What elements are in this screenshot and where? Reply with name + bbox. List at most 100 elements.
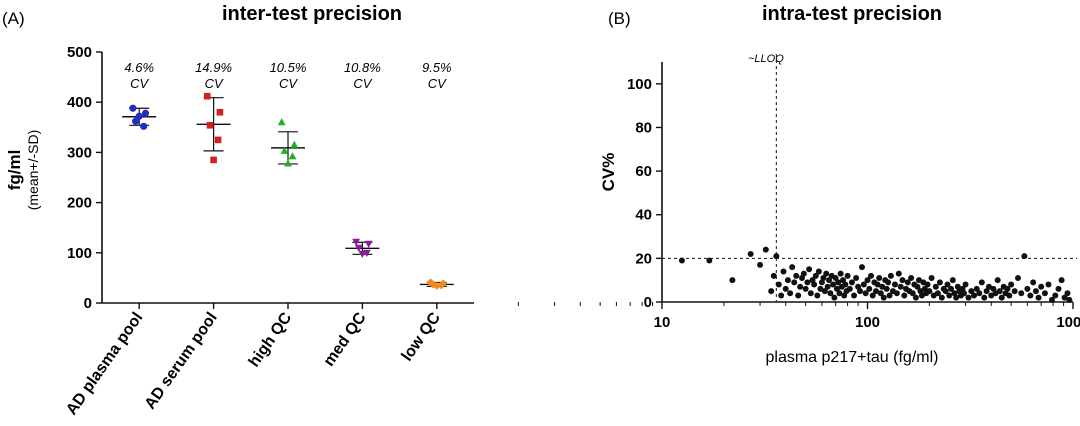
chart-b-data-point — [830, 281, 837, 288]
chart-a-category-label: low QC — [399, 309, 445, 364]
lloq-annotation: ~LLOQ — [748, 53, 784, 65]
chart-b-data-point — [1035, 294, 1042, 301]
chart-b-data-point — [729, 277, 736, 284]
chart-b-data-point — [1038, 283, 1045, 290]
chart-b-data-point — [1045, 281, 1052, 288]
chart-a-axes: 0 100 200 300 400 500 — [67, 44, 474, 312]
chart-b-data-point — [797, 283, 804, 290]
chart-b-data-point — [949, 277, 956, 284]
chart-b-data-point — [821, 288, 828, 295]
chart-b-data-point — [994, 277, 1001, 284]
chart-b-data-point — [885, 279, 892, 286]
chart-b-ytick-label: 0 — [644, 294, 652, 311]
chart-a-data-point — [290, 140, 299, 148]
chart-b-data-point — [747, 251, 754, 257]
chart-a-data-point — [204, 92, 211, 100]
chart-b-data-point — [787, 290, 794, 297]
chart-a-error-bars — [122, 97, 454, 288]
chart-b-data-point — [1052, 292, 1059, 299]
chart-b-data-point — [820, 275, 827, 281]
chart-b-data-point — [827, 290, 834, 297]
chart-b-data-point — [1011, 288, 1018, 295]
chart-b-data-point — [909, 290, 916, 297]
chart-b-data-point — [795, 292, 802, 299]
chart-b-data-point — [1055, 285, 1062, 292]
chart-a-category-label: AD plasma pool — [63, 310, 146, 419]
chart-b-xlabel: plasma p217+tau (fg/ml) — [766, 349, 939, 366]
chart-a-ytick-label: 300 — [67, 144, 92, 161]
chart-b-data-point — [971, 292, 978, 299]
chart-b-data-point — [869, 292, 876, 299]
chart-b-data-point — [1008, 281, 1015, 288]
chart-a-ytick-label: 500 — [67, 44, 92, 61]
chart-a-data-point — [214, 136, 222, 144]
chart-b-data-point — [844, 272, 851, 279]
chart-b-data-point — [961, 290, 968, 297]
chart-a-ytick-label: 100 — [67, 245, 92, 262]
chart-b-data-point — [985, 283, 992, 290]
chart-a-data-point — [364, 240, 373, 248]
chart-b-data-point — [837, 270, 844, 277]
chart-b-data-point — [996, 288, 1003, 295]
chart-b-data-point — [926, 288, 933, 295]
chart-b-data-point — [836, 290, 843, 297]
chart-b-reference-lines — [662, 54, 1077, 302]
chart-b-data-point — [946, 292, 953, 299]
chart-a-data-point — [210, 156, 217, 164]
chart-b-data-point — [936, 279, 943, 286]
chart-b-data-point — [762, 246, 769, 253]
chart-b-data-point — [944, 281, 951, 288]
chart-b-data-point — [948, 285, 955, 292]
chart-b-data-point — [877, 290, 884, 297]
chart-a-data-point — [129, 104, 137, 112]
chart-b-data-point — [806, 266, 813, 273]
chart-b-ytick-label: 100 — [627, 76, 652, 93]
chart-b-data-point — [868, 272, 875, 279]
chart-a-data-point — [141, 109, 150, 117]
chart-b-data-point — [706, 257, 713, 264]
chart-b-data-point — [807, 290, 814, 297]
chart-b-data-point — [962, 281, 969, 288]
chart-a-cv-value: 10.5% — [270, 60, 307, 75]
chart-b-data-point — [770, 272, 777, 279]
chart-b-title: intra-test precision — [762, 3, 942, 25]
chart-a-data-point — [132, 117, 140, 125]
chart-b-data-point — [904, 279, 911, 286]
chart-b-data-point — [953, 294, 960, 301]
chart-a-cv-unit: CV — [130, 76, 149, 91]
chart-a-data-point — [135, 112, 143, 120]
chart-b-data-point — [817, 285, 824, 292]
chart-b-data-point — [1066, 296, 1073, 303]
chart-b-data-point — [1021, 253, 1028, 260]
chart-b-data-point — [815, 268, 822, 275]
chart-b-data-point — [1018, 290, 1025, 297]
chart-b-data-point — [814, 292, 821, 299]
chart-b-data-point — [942, 288, 949, 295]
chart-b-data-point — [968, 288, 975, 295]
chart-b-ytick-label: 80 — [635, 119, 652, 136]
chart-b-ytick-label: 60 — [635, 163, 652, 180]
chart-b-data-point — [1006, 292, 1013, 299]
chart-b-data-point — [832, 275, 839, 281]
chart-b-points — [678, 246, 1073, 303]
chart-a-data-point — [354, 244, 363, 252]
chart-b-data-point — [973, 285, 980, 292]
chart-a-data-point — [432, 281, 441, 290]
chart-a-cv-unit: CV — [353, 76, 372, 91]
chart-b-data-point — [678, 257, 685, 264]
chart-a-data-point — [140, 122, 148, 130]
chart-b-data-point — [853, 275, 860, 281]
chart-b-data-point — [873, 288, 880, 295]
chart-a-ytick-label: 200 — [67, 195, 92, 212]
chart-a-data-point — [280, 146, 289, 154]
chart-b-data-point — [924, 281, 931, 288]
chart-b-data-point — [891, 281, 898, 288]
chart-b-data-point — [773, 253, 780, 260]
chart-a-cv-unit: CV — [279, 76, 298, 91]
intra-test-precision-chart: intra-test precision CV% plasma p217+tau… — [517, 3, 1080, 366]
chart-b-data-point — [778, 292, 785, 299]
chart-a-cv-value: 14.9% — [195, 60, 232, 75]
chart-a-cv-unit: CV — [205, 76, 224, 91]
